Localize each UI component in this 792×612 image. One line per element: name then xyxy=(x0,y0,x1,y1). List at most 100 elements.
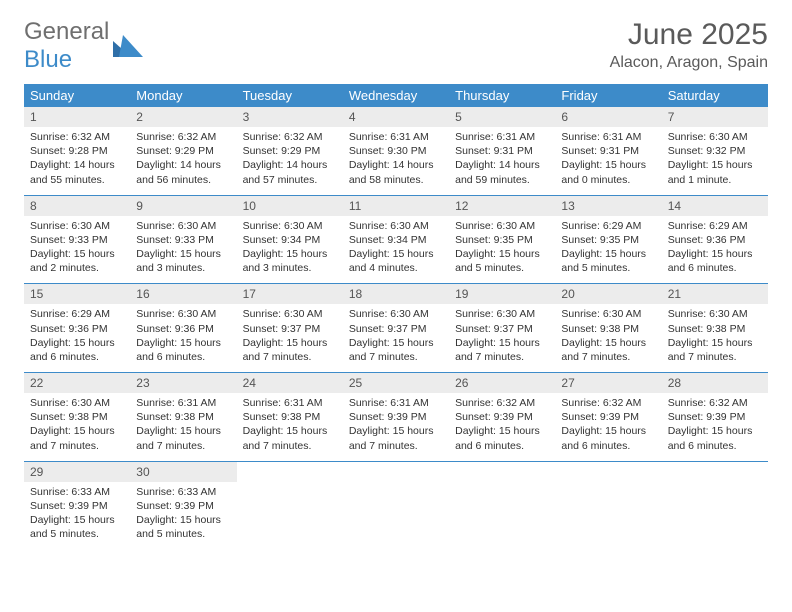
daylight-text: Daylight: 14 hours and 56 minutes. xyxy=(136,158,230,186)
day-detail-row: Sunrise: 6:32 AMSunset: 9:28 PMDaylight:… xyxy=(24,127,768,195)
day-detail-cell: Sunrise: 6:30 AMSunset: 9:37 PMDaylight:… xyxy=(343,304,449,372)
day-number-cell: 23 xyxy=(130,373,236,393)
day-detail-cell: Sunrise: 6:31 AMSunset: 9:31 PMDaylight:… xyxy=(555,127,661,195)
sunrise-text: Sunrise: 6:30 AM xyxy=(668,130,762,144)
day-number-row: 1234567 xyxy=(24,107,768,127)
header: General Blue June 2025 Alacon, Aragon, S… xyxy=(24,18,768,74)
day-number-cell: 2 xyxy=(130,107,236,127)
sunset-text: Sunset: 9:32 PM xyxy=(668,144,762,158)
daylight-text: Daylight: 15 hours and 4 minutes. xyxy=(349,247,443,275)
logo: General Blue xyxy=(24,18,143,74)
day-number-cell: 8 xyxy=(24,196,130,216)
weekday-header: Tuesday xyxy=(237,84,343,107)
sunset-text: Sunset: 9:36 PM xyxy=(30,322,124,336)
day-number-cell: 10 xyxy=(237,196,343,216)
sunrise-text: Sunrise: 6:31 AM xyxy=(455,130,549,144)
daylight-text: Daylight: 15 hours and 6 minutes. xyxy=(668,247,762,275)
sunrise-text: Sunrise: 6:29 AM xyxy=(30,307,124,321)
day-number-row: 22232425262728 xyxy=(24,373,768,393)
day-number-cell: 6 xyxy=(555,107,661,127)
weekday-header: Friday xyxy=(555,84,661,107)
day-number-cell: 27 xyxy=(555,373,661,393)
sunset-text: Sunset: 9:37 PM xyxy=(243,322,337,336)
day-number-cell: 30 xyxy=(130,462,236,482)
day-detail-cell: Sunrise: 6:30 AMSunset: 9:33 PMDaylight:… xyxy=(130,216,236,284)
day-detail-cell: Sunrise: 6:29 AMSunset: 9:36 PMDaylight:… xyxy=(662,216,768,284)
daylight-text: Daylight: 15 hours and 7 minutes. xyxy=(668,336,762,364)
sunrise-text: Sunrise: 6:31 AM xyxy=(561,130,655,144)
day-detail-cell: Sunrise: 6:30 AMSunset: 9:34 PMDaylight:… xyxy=(237,216,343,284)
day-detail-cell: Sunrise: 6:30 AMSunset: 9:32 PMDaylight:… xyxy=(662,127,768,195)
sunset-text: Sunset: 9:36 PM xyxy=(136,322,230,336)
day-detail-cell: Sunrise: 6:32 AMSunset: 9:39 PMDaylight:… xyxy=(555,393,661,461)
day-number-cell: 5 xyxy=(449,107,555,127)
weekday-header: Sunday xyxy=(24,84,130,107)
day-detail-cell: Sunrise: 6:31 AMSunset: 9:30 PMDaylight:… xyxy=(343,127,449,195)
logo-triangle-icon xyxy=(113,35,143,57)
logo-word-blue: Blue xyxy=(24,46,72,73)
daylight-text: Daylight: 15 hours and 6 minutes. xyxy=(30,336,124,364)
day-detail-row: Sunrise: 6:29 AMSunset: 9:36 PMDaylight:… xyxy=(24,304,768,372)
day-detail-cell: Sunrise: 6:30 AMSunset: 9:36 PMDaylight:… xyxy=(130,304,236,372)
day-detail-cell: Sunrise: 6:31 AMSunset: 9:39 PMDaylight:… xyxy=(343,393,449,461)
sunrise-text: Sunrise: 6:32 AM xyxy=(455,396,549,410)
day-number-cell: 28 xyxy=(662,373,768,393)
day-number-cell: 22 xyxy=(24,373,130,393)
sunset-text: Sunset: 9:39 PM xyxy=(455,410,549,424)
day-detail-cell: Sunrise: 6:30 AMSunset: 9:38 PMDaylight:… xyxy=(24,393,130,461)
day-detail-cell: Sunrise: 6:29 AMSunset: 9:36 PMDaylight:… xyxy=(24,304,130,372)
sunrise-text: Sunrise: 6:32 AM xyxy=(136,130,230,144)
day-detail-cell: Sunrise: 6:29 AMSunset: 9:35 PMDaylight:… xyxy=(555,216,661,284)
sunrise-text: Sunrise: 6:30 AM xyxy=(30,396,124,410)
sunrise-text: Sunrise: 6:30 AM xyxy=(243,219,337,233)
sunset-text: Sunset: 9:37 PM xyxy=(349,322,443,336)
day-detail-cell: Sunrise: 6:30 AMSunset: 9:34 PMDaylight:… xyxy=(343,216,449,284)
sunset-text: Sunset: 9:35 PM xyxy=(561,233,655,247)
sunset-text: Sunset: 9:29 PM xyxy=(136,144,230,158)
sunrise-text: Sunrise: 6:31 AM xyxy=(349,396,443,410)
sunset-text: Sunset: 9:29 PM xyxy=(243,144,337,158)
sunrise-text: Sunrise: 6:29 AM xyxy=(561,219,655,233)
day-detail-cell xyxy=(662,482,768,550)
sunset-text: Sunset: 9:39 PM xyxy=(136,499,230,513)
daylight-text: Daylight: 15 hours and 3 minutes. xyxy=(243,247,337,275)
daylight-text: Daylight: 15 hours and 7 minutes. xyxy=(243,336,337,364)
sunrise-text: Sunrise: 6:30 AM xyxy=(349,307,443,321)
sunrise-text: Sunrise: 6:30 AM xyxy=(561,307,655,321)
sunrise-text: Sunrise: 6:30 AM xyxy=(668,307,762,321)
daylight-text: Daylight: 15 hours and 1 minute. xyxy=(668,158,762,186)
daylight-text: Daylight: 14 hours and 57 minutes. xyxy=(243,158,337,186)
daylight-text: Daylight: 15 hours and 7 minutes. xyxy=(455,336,549,364)
day-detail-cell xyxy=(237,482,343,550)
sunrise-text: Sunrise: 6:31 AM xyxy=(136,396,230,410)
sunset-text: Sunset: 9:38 PM xyxy=(30,410,124,424)
day-number-cell: 12 xyxy=(449,196,555,216)
daylight-text: Daylight: 14 hours and 55 minutes. xyxy=(30,158,124,186)
day-detail-cell: Sunrise: 6:31 AMSunset: 9:38 PMDaylight:… xyxy=(237,393,343,461)
day-detail-row: Sunrise: 6:30 AMSunset: 9:33 PMDaylight:… xyxy=(24,216,768,284)
logo-text-wrap: General Blue xyxy=(24,18,109,74)
daylight-text: Daylight: 15 hours and 6 minutes. xyxy=(668,424,762,452)
day-detail-cell xyxy=(449,482,555,550)
weekday-header: Wednesday xyxy=(343,84,449,107)
sunrise-text: Sunrise: 6:32 AM xyxy=(668,396,762,410)
day-number-cell xyxy=(662,462,768,482)
sunrise-text: Sunrise: 6:33 AM xyxy=(30,485,124,499)
sunrise-text: Sunrise: 6:30 AM xyxy=(136,307,230,321)
daylight-text: Daylight: 15 hours and 7 minutes. xyxy=(349,336,443,364)
day-number-cell: 16 xyxy=(130,284,236,304)
day-number-cell: 25 xyxy=(343,373,449,393)
sunset-text: Sunset: 9:39 PM xyxy=(668,410,762,424)
day-number-cell: 11 xyxy=(343,196,449,216)
daylight-text: Daylight: 15 hours and 7 minutes. xyxy=(243,424,337,452)
day-number-cell xyxy=(555,462,661,482)
calendar-body: 1234567Sunrise: 6:32 AMSunset: 9:28 PMDa… xyxy=(24,107,768,549)
day-number-cell xyxy=(343,462,449,482)
day-detail-cell: Sunrise: 6:33 AMSunset: 9:39 PMDaylight:… xyxy=(130,482,236,550)
sunset-text: Sunset: 9:39 PM xyxy=(349,410,443,424)
day-detail-cell: Sunrise: 6:31 AMSunset: 9:38 PMDaylight:… xyxy=(130,393,236,461)
sunrise-text: Sunrise: 6:30 AM xyxy=(455,307,549,321)
sunrise-text: Sunrise: 6:30 AM xyxy=(136,219,230,233)
day-detail-cell: Sunrise: 6:32 AMSunset: 9:28 PMDaylight:… xyxy=(24,127,130,195)
day-number-cell: 20 xyxy=(555,284,661,304)
